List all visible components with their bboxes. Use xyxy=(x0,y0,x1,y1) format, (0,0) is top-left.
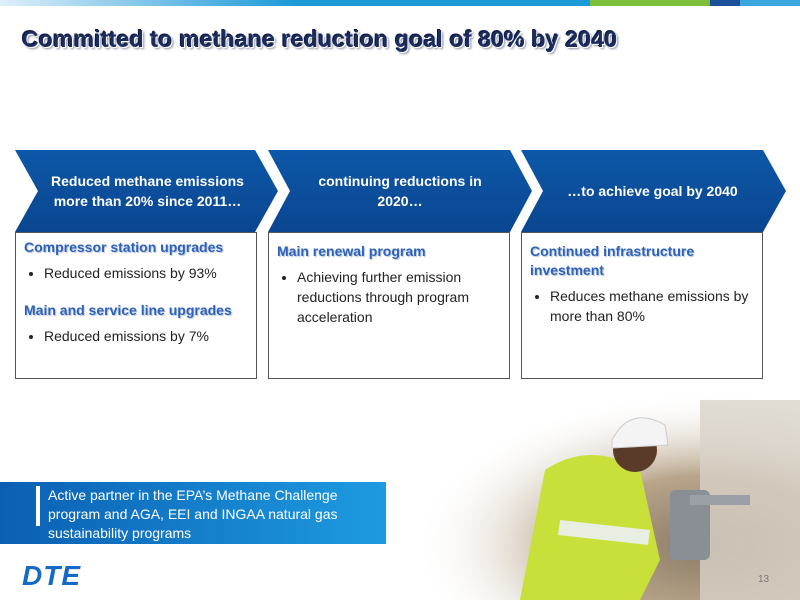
title: Committed to methane reduction goal of 8… xyxy=(22,26,618,52)
bullet: Reduced emissions by 7% xyxy=(44,326,248,346)
top-stripe-blue xyxy=(740,0,800,6)
chevron xyxy=(521,150,786,232)
bullet-list: Reduced emissions by 7% xyxy=(24,326,248,346)
content-box xyxy=(521,232,763,379)
photo-worker xyxy=(520,417,750,600)
bullet: Reduces methane emissions by more than 8… xyxy=(550,286,754,326)
step-box: Main renewal program Achieving further e… xyxy=(269,238,509,349)
content-box xyxy=(268,232,510,379)
page-number: 13 xyxy=(758,574,770,585)
bullet: Achieving further emission reductions th… xyxy=(297,267,501,327)
content-box xyxy=(15,232,257,379)
bullet: Reduced emissions by 93% xyxy=(44,263,248,283)
bullet-list: Reduced emissions by 93% xyxy=(24,263,248,283)
step-box: Continued infrastructure investment Redu… xyxy=(522,238,762,348)
top-stripe xyxy=(0,0,590,6)
top-stripe-green xyxy=(590,0,710,6)
bullet-list: Achieving further emission reductions th… xyxy=(277,267,501,327)
chevron xyxy=(15,150,278,232)
chevrons xyxy=(15,150,786,232)
section-title: Main and service line upgrades xyxy=(24,302,232,318)
step-heading: …to achieve goal by 2040 xyxy=(567,183,738,199)
bullet-list: Reduces methane emissions by more than 8… xyxy=(530,286,754,326)
step-heading: Reduced methane emissions more than 20% … xyxy=(51,173,244,209)
section-title: Compressor station upgrades xyxy=(24,239,224,255)
section-title: Continued infrastructure investment xyxy=(530,243,695,278)
callout-banner xyxy=(0,482,386,544)
callout-bar xyxy=(36,486,40,526)
callout-text: Active partner in the EPA’s Methane Chal… xyxy=(48,487,338,541)
chevron xyxy=(268,150,532,232)
top-stripe-navy xyxy=(710,0,740,6)
logo: DTE xyxy=(22,560,81,591)
step-heading: continuing reductions in 2020… xyxy=(318,173,482,209)
content-boxes xyxy=(15,232,763,379)
section-title: Main renewal program xyxy=(277,243,426,259)
step-box: Compressor station upgrades Reduced emis… xyxy=(16,234,256,368)
